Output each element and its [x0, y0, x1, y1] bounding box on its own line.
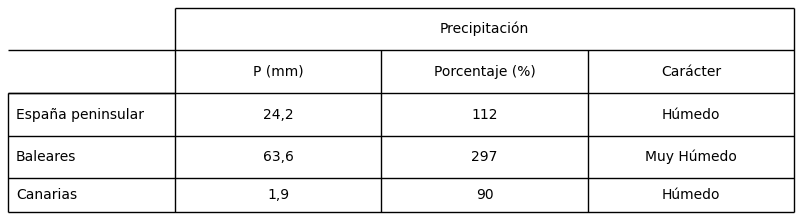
Text: 63,6: 63,6: [263, 150, 294, 164]
Text: Húmedo: Húmedo: [662, 188, 720, 202]
Text: 90: 90: [476, 188, 493, 202]
Text: Baleares: Baleares: [16, 150, 76, 164]
Text: Porcentaje (%): Porcentaje (%): [434, 64, 536, 79]
Text: 297: 297: [472, 150, 498, 164]
Text: Húmedo: Húmedo: [662, 108, 720, 121]
Text: 24,2: 24,2: [263, 108, 294, 121]
Text: 112: 112: [472, 108, 498, 121]
Text: P (mm): P (mm): [253, 64, 303, 79]
Text: Canarias: Canarias: [16, 188, 77, 202]
Text: 1,9: 1,9: [267, 188, 290, 202]
Text: Carácter: Carácter: [661, 64, 721, 79]
Text: Muy Húmedo: Muy Húmedo: [645, 150, 737, 164]
Text: Precipitación: Precipitación: [439, 22, 529, 36]
Text: España peninsular: España peninsular: [16, 108, 144, 121]
